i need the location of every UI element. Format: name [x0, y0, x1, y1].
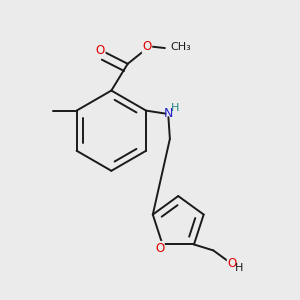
Text: H: H [235, 262, 243, 273]
Text: O: O [96, 44, 105, 57]
Text: O: O [155, 242, 164, 254]
Text: CH₃: CH₃ [170, 42, 191, 52]
Text: O: O [227, 257, 237, 270]
Text: N: N [164, 107, 173, 120]
Text: H: H [171, 103, 179, 113]
Text: O: O [142, 40, 152, 53]
